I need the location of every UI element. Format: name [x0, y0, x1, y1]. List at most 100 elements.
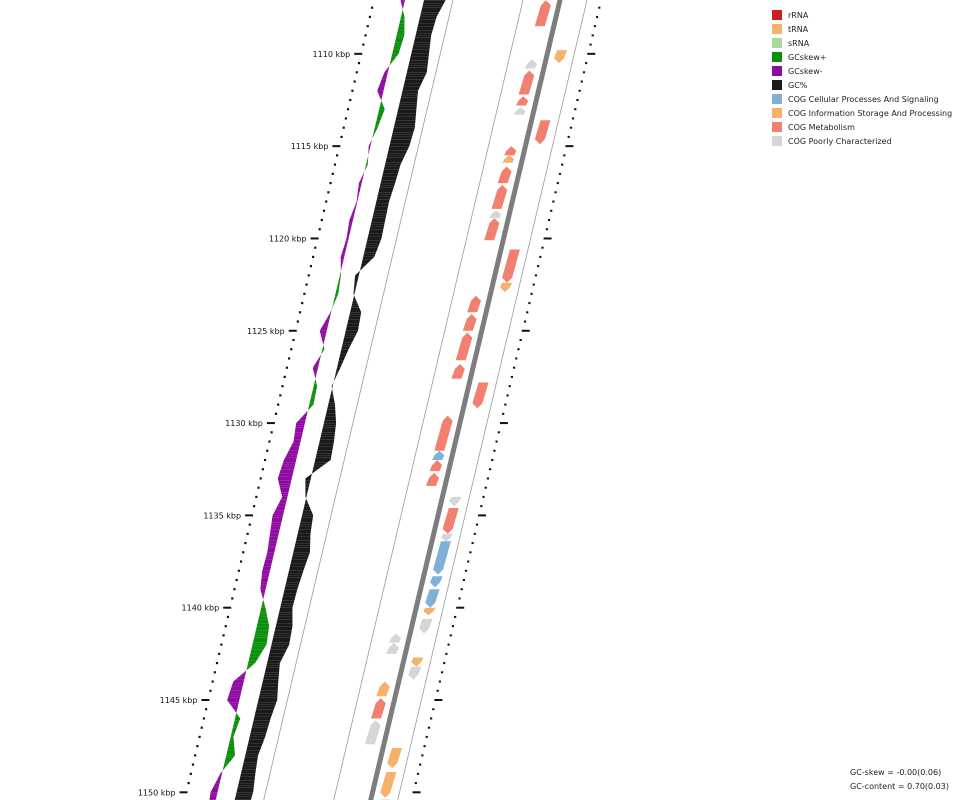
gc-content-bar	[393, 125, 415, 128]
legend-swatch	[772, 80, 782, 90]
gc-content-bar	[277, 616, 293, 620]
gc-skew-negative-bar	[268, 543, 277, 546]
gc-content-bar	[354, 284, 357, 287]
gc-skew-negative-bar	[331, 307, 333, 310]
gc-skew-negative-bar	[291, 443, 300, 447]
gc-content-bar	[323, 420, 337, 424]
gc-skew-positive-bar	[260, 610, 267, 613]
gc-content-bar	[345, 330, 358, 334]
gc-skew-negative-bar	[211, 787, 219, 790]
gc-content-bar	[246, 748, 261, 751]
gc-skew-negative-bar	[260, 584, 267, 587]
gc-content-bar	[255, 711, 274, 714]
gc-content-bar	[294, 545, 311, 548]
gc-skew-negative-bar	[377, 90, 384, 94]
gc-skew-positive-bar	[333, 300, 336, 304]
gc-skew-positive-bar	[367, 157, 369, 160]
gc-skew-positive-bar	[396, 35, 405, 38]
gc-skew-positive-bar	[313, 386, 318, 389]
gc-content-bar	[371, 220, 386, 223]
gc-skew-positive-bar	[249, 653, 261, 657]
gc-content-bar	[304, 501, 309, 504]
legend-label: COG Metabolism	[788, 122, 855, 132]
gc-content-bar	[399, 100, 418, 103]
gc-content-bar	[244, 755, 259, 758]
gc-content-bar	[388, 146, 410, 149]
gc-skew-negative-bar	[359, 178, 363, 181]
gc-skew-negative-bar	[349, 220, 353, 223]
legend-label: sRNA	[788, 38, 810, 48]
gc-skew-positive-bar	[308, 404, 314, 407]
gc-skew-negative-bar	[341, 252, 346, 255]
gc-content-bar	[410, 56, 429, 59]
gc-content-bar	[296, 536, 311, 539]
gc-content-bar	[354, 275, 359, 278]
gc-skew-negative-bar	[217, 776, 222, 779]
gc-skew-negative-bar	[295, 427, 304, 430]
gc-content-bar	[423, 0, 446, 1]
gc-skew-positive-bar	[309, 400, 315, 403]
gc-skew-positive-bar	[380, 100, 382, 103]
backbone-line	[368, 0, 563, 800]
gc-skew-negative-bar	[280, 490, 290, 493]
gc-content-bar	[350, 307, 361, 310]
gc-content-bar	[353, 296, 356, 299]
gc-skew-negative-bar	[357, 194, 359, 197]
gc-skew-negative-bar	[287, 450, 299, 454]
gc-content-bar	[305, 483, 310, 486]
gc-skew-negative-bar	[232, 706, 238, 710]
gc-skew-positive-bar	[401, 12, 404, 15]
gc-skew-negative-bar	[379, 81, 386, 84]
gc-skew-negative-bar	[294, 432, 303, 435]
gc-skew-negative-bar	[358, 183, 362, 186]
gc-content-bar	[328, 402, 335, 405]
gc-content-bar	[353, 289, 356, 292]
gc-content-bar	[291, 556, 309, 560]
gc-content-bar	[368, 231, 383, 234]
gc-skew-negative-bar	[266, 552, 275, 555]
gc-skew-positive-bar	[393, 46, 401, 50]
ruler-label: 1145 kbp	[160, 696, 198, 705]
gc-skew-negative-bar	[281, 464, 296, 467]
gc-content-bar	[275, 626, 293, 629]
gc-skew-negative-bar	[327, 314, 331, 317]
gc-content-bar	[412, 44, 431, 47]
legend-label: COG Cellular Processes And Signaling	[788, 94, 939, 104]
gc-content-bar	[351, 303, 359, 306]
gene-arrow-cog-metabolism	[455, 332, 473, 361]
gc-skew-positive-bar	[310, 397, 315, 400]
gc-skew-positive-bar	[311, 390, 317, 394]
gc-content-bar	[416, 28, 434, 31]
gc-skew-negative-bar	[349, 217, 354, 220]
gc-skew-positive-bar	[398, 23, 405, 27]
gc-skew-positive-bar	[257, 621, 269, 624]
gc-content-bar	[354, 280, 358, 283]
gc-skew-negative-bar	[228, 693, 242, 696]
gc-skew-negative-bar	[280, 466, 295, 470]
gc-skew-negative-bar	[312, 367, 319, 370]
gc-content-bar	[322, 427, 336, 430]
gc-skew-positive-bar	[397, 30, 405, 34]
gc-skew-positive-bar	[322, 346, 325, 350]
gc-skew-negative-bar	[302, 413, 308, 417]
gc-skew-negative-bar	[260, 586, 267, 590]
gc-skew-positive-bar	[223, 764, 228, 767]
gc-content-bar	[389, 141, 411, 144]
gc-content-bar	[406, 72, 427, 75]
gc-skew-positive-bar	[339, 275, 341, 278]
gc-skew-positive-bar	[396, 33, 405, 36]
gc-content-bar	[314, 462, 328, 465]
gc-content-bar	[327, 406, 336, 410]
gc-skew-positive-bar	[375, 120, 381, 124]
gc-content-bar	[394, 123, 416, 126]
gc-content-bar	[344, 333, 357, 336]
gc-content-bar	[320, 436, 335, 440]
gene-arrow-cog-metabolism	[472, 382, 489, 409]
gc-content-bar	[339, 356, 346, 359]
gc-skew-negative-bar	[278, 480, 292, 484]
gc-content-bar	[362, 259, 372, 262]
legend-item-cog_poor: COG Poorly Characterized	[772, 134, 952, 148]
gc-content-bar	[249, 734, 266, 737]
gc-skew-negative-bar	[277, 478, 292, 481]
